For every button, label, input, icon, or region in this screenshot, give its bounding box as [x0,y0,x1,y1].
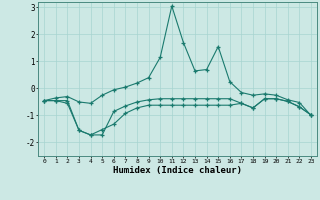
X-axis label: Humidex (Indice chaleur): Humidex (Indice chaleur) [113,166,242,175]
